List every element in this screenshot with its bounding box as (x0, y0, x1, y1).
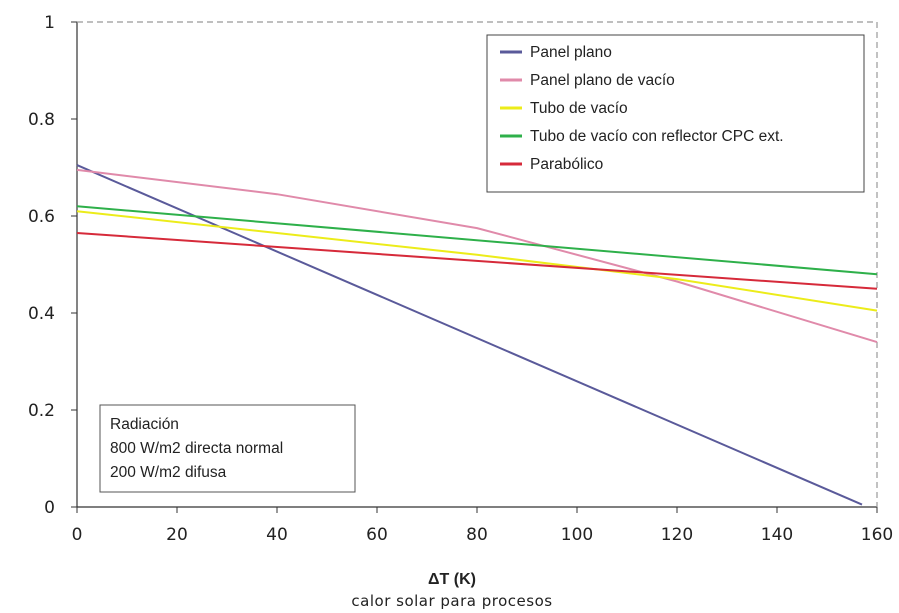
series-line-4 (77, 206, 877, 274)
legend: Panel plano Panel plano de vacío Tubo de v… (487, 35, 864, 192)
series-line-5 (77, 233, 877, 289)
legend-label-2: Panel plano de vacío (530, 72, 675, 89)
x-tick-label: 120 (661, 525, 693, 545)
y-tick-label: 0.8 (28, 110, 55, 130)
x-tick-label: 80 (466, 525, 488, 545)
x-tick-label: 0 (72, 525, 83, 545)
x-tick-label: 140 (761, 525, 793, 545)
x-tick-label: 20 (166, 525, 188, 545)
legend-label-5: Parabólico (530, 156, 603, 173)
y-tick-label: 0.2 (28, 401, 55, 421)
x-tick-label: 160 (861, 525, 893, 545)
chart-caption: calor solar para procesos (351, 592, 552, 610)
y-tick-label: 0.4 (28, 304, 55, 324)
y-tick-label: 0 (44, 498, 55, 518)
note-line-2: 800 W/m2 directa normal (110, 440, 283, 457)
x-axis-label: ΔT (K) (428, 571, 476, 588)
note-line-3: 200 W/m2 difusa (110, 464, 227, 481)
y-tick-label: 0.6 (28, 207, 55, 227)
x-tick-label: 100 (561, 525, 593, 545)
legend-label-1: Panel plano (530, 44, 612, 61)
x-tick-label: 40 (266, 525, 288, 545)
series-line-2 (77, 170, 877, 342)
note-line-1: Radiación (110, 416, 179, 433)
x-tick-label: 60 (366, 525, 388, 545)
legend-label-4: Tubo de vacío con reflector CPC ext. (530, 128, 784, 145)
radiation-note: Radiación 800 W/m2 directa normal 200 W/… (100, 405, 355, 492)
legend-label-3: Tubo de vacío (530, 100, 628, 117)
y-tick-label: 1 (44, 13, 55, 33)
